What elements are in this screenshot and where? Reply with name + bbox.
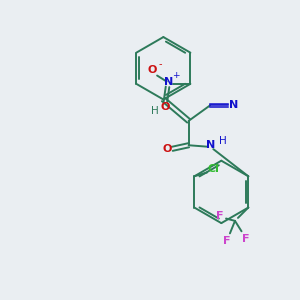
Text: N: N: [206, 140, 216, 150]
Text: O: O: [162, 144, 172, 154]
Text: H: H: [219, 136, 227, 146]
Text: O: O: [161, 102, 170, 112]
Text: H: H: [151, 106, 158, 116]
Text: F: F: [223, 236, 231, 246]
Text: F: F: [216, 212, 224, 221]
Text: N: N: [229, 100, 238, 110]
Text: N: N: [164, 77, 174, 87]
Text: +: +: [172, 71, 179, 80]
Text: O: O: [147, 65, 157, 75]
Text: Cl: Cl: [207, 164, 219, 175]
Text: F: F: [242, 234, 249, 244]
Text: -: -: [158, 59, 162, 69]
